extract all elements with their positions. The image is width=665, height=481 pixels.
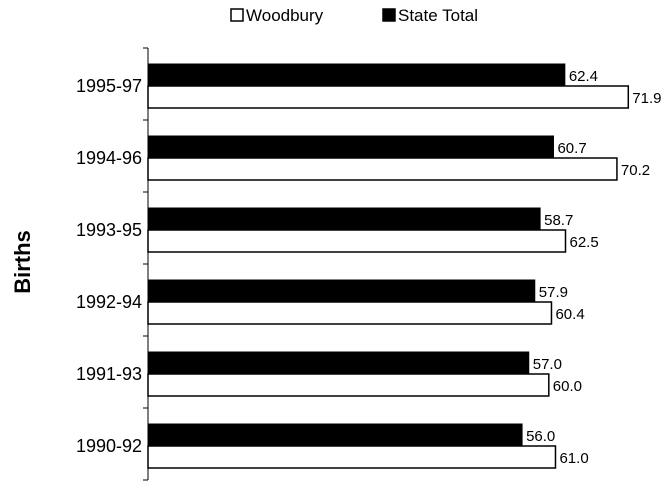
bar-woodbury [147,373,550,397]
category-label: 1990-92 [76,436,142,456]
value-label-state-total: 56.0 [526,428,555,445]
value-label-woodbury: 60.4 [555,306,584,323]
category-label: 1994-96 [76,148,142,168]
bar-woodbury [147,229,567,253]
category-label: 1992-94 [76,292,142,312]
category-label: 1991-93 [76,364,142,384]
bar-state-total [147,207,541,231]
legend-label-state-total: State Total [398,6,478,25]
bar-woodbury [147,85,630,109]
legend-label-woodbury: Woodbury [246,6,324,25]
bar-woodbury [147,301,553,325]
bar-woodbury [147,445,557,469]
legend: Woodbury State Total [230,6,478,25]
y-axis-label: Births [10,230,35,294]
legend-swatch-woodbury [230,8,244,22]
value-label-woodbury: 60.0 [553,378,582,395]
bar-woodbury [147,157,618,181]
value-label-woodbury: 61.0 [559,450,588,467]
value-label-state-total: 57.9 [539,284,568,301]
bar-state-total [147,279,536,303]
value-labels: 62.4 71.9 60.7 70.2 58.7 62.5 57.9 60.4 57.0 60.0… [526,68,661,467]
value-label-state-total: 58.7 [544,212,573,229]
category-ticks [143,47,148,481]
category-label: 1993-95 [76,220,142,240]
bar-state-total [147,135,554,159]
category-label: 1995-97 [76,76,142,96]
value-label-woodbury: 62.5 [570,234,599,251]
bar-state-total [147,423,523,447]
bar-state-total [147,351,530,375]
legend-swatch-state-total [382,8,396,22]
bars [147,63,630,469]
category-labels: 1995-97 1994-96 1993-95 1992-94 1991-93 1990-… [76,76,142,456]
value-label-state-total: 57.0 [533,356,562,373]
value-label-woodbury: 70.2 [621,162,650,179]
value-label-woodbury: 71.9 [632,90,661,107]
bar-state-total [147,63,566,87]
value-label-state-total: 62.4 [569,68,598,85]
value-label-state-total: 60.7 [557,140,586,157]
